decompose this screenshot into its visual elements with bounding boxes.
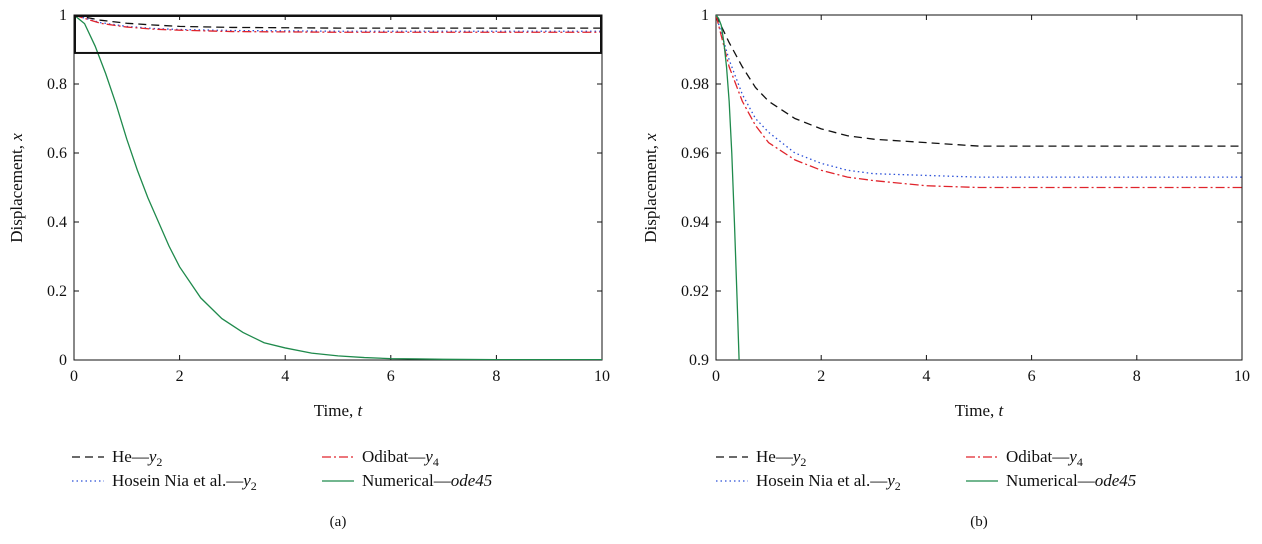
panel-a-series-hosein-nia (74, 15, 602, 32)
panel-b-series-hosein-nia (716, 15, 1242, 178)
panel-b-ticks: 0 2 4 6 8 10 0.9 0.92 0.94 0.96 0.98 1 (681, 7, 1250, 385)
panel-b-ytick-label: 0.92 (681, 283, 709, 300)
panel-a-zoom-box (74, 15, 602, 54)
panel-b-ytick-label: 0.94 (681, 214, 709, 231)
panel-b-xtick-label: 2 (817, 368, 825, 385)
panel-b-ylabel: Displacement, x (641, 133, 660, 243)
panel-b-series (716, 15, 1242, 360)
panel-a-legend-label-hosein-nia: Hosein Nia et al.—y2 (112, 471, 257, 493)
panel-a-legend-label-he: He—y2 (112, 447, 162, 469)
panel-a-label: (a) (330, 514, 347, 530)
panel-a-xtick-label: 6 (387, 368, 395, 385)
panel-a-ytick-label: 0.8 (47, 76, 67, 93)
panel-b-legend-label-odibat: Odibat—y4 (1006, 447, 1083, 469)
panel-a-series-numerical (74, 15, 602, 360)
panel-b-series-odibat (716, 15, 1242, 189)
panel-b-label: (b) (970, 514, 988, 530)
panel-a-xtick-label: 4 (281, 368, 289, 385)
panel-a-ticks: 0 2 4 6 8 10 0 0.2 0.4 0.6 0.8 1 (47, 7, 610, 385)
panel-b-xtick-label: 8 (1133, 368, 1141, 385)
panel-b-legend-label-he: He—y2 (756, 447, 806, 469)
panel-a-xtick-label: 10 (594, 368, 610, 385)
panel-b-ytick-label: 1 (701, 7, 709, 24)
panel-a-xtick-label: 8 (492, 368, 500, 385)
panel-a-xlabel: Time, t (314, 401, 364, 420)
panel-a-ylabel: Displacement, x (7, 133, 26, 243)
panel-a-ytick-label: 0.6 (47, 145, 67, 162)
panel-b-legend-label-numerical: Numerical—ode45 (1006, 471, 1136, 490)
panel-a-series-odibat (74, 15, 602, 33)
panel-b-ytick-label: 0.9 (689, 352, 709, 369)
panel-b-legend: He—y2 Odibat—y4 Hosein Nia et al.—y2 Numeri… (716, 447, 1136, 493)
panel-a-xtick-label: 2 (176, 368, 184, 385)
panel-a-legend: He—y2 Odibat—y4 Hosein Nia et al.—y2 Numeri… (72, 447, 492, 493)
panel-b-plot-frame (715, 14, 1243, 361)
panel-b-ytick-label: 0.96 (681, 145, 709, 162)
panel-a-series (74, 15, 602, 360)
panel-a-ytick-label: 0.2 (47, 283, 67, 300)
panel-b-series-he (716, 15, 1242, 147)
panel-a-xtick-label: 0 (70, 368, 78, 385)
panel-b-ytick-label: 0.98 (681, 76, 709, 93)
panel-a-ytick-label: 1 (59, 7, 67, 24)
panel-b-xtick-label: 4 (922, 368, 930, 385)
panel-b-xtick-label: 10 (1234, 368, 1250, 385)
panel-a-ytick-label: 0.4 (47, 214, 67, 231)
panel-b-xlabel: Time, t (955, 401, 1005, 420)
panel-b: 0 2 4 6 8 10 0.9 0.92 0.94 0.96 0.98 1 Time, t Disp… (641, 7, 1250, 530)
panel-a-plot-frame (73, 14, 603, 361)
panel-a-ytick-label: 0 (59, 352, 67, 369)
panel-a-legend-label-numerical: Numerical—ode45 (362, 471, 492, 490)
panel-b-legend-label-hosein-nia: Hosein Nia et al.—y2 (756, 471, 901, 493)
panel-a-series-he (74, 15, 602, 29)
panel-b-series-numerical (716, 15, 740, 360)
panel-a-legend-label-odibat: Odibat—y4 (362, 447, 439, 469)
panel-b-xtick-label: 0 (712, 368, 720, 385)
panel-a: 0 2 4 6 8 10 0 0.2 0.4 0.6 0.8 1 Time, t Displaceme… (7, 7, 610, 530)
panel-b-xtick-label: 6 (1028, 368, 1036, 385)
